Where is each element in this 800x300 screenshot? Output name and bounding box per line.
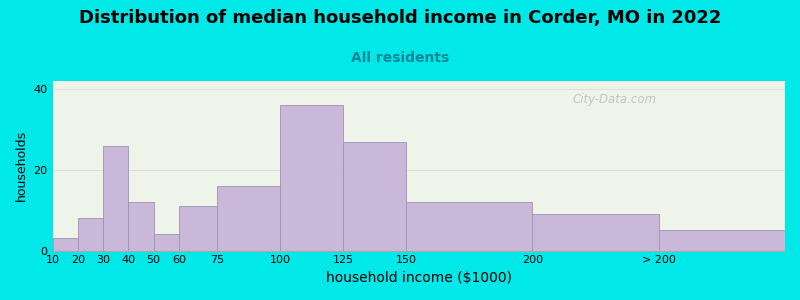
Bar [658,230,785,250]
Text: City-Data.com: City-Data.com [573,93,657,106]
Text: Distribution of median household income in Corder, MO in 2022: Distribution of median household income … [79,9,721,27]
Bar [406,202,533,250]
Bar [53,238,78,250]
Bar [343,142,406,250]
Bar [128,202,154,250]
Bar [179,206,217,250]
Bar [533,214,658,250]
Bar [154,234,179,250]
Bar [280,105,343,250]
Bar [78,218,103,250]
Y-axis label: households: households [15,130,28,201]
X-axis label: household income ($1000): household income ($1000) [326,271,512,285]
Bar [217,186,280,250]
Text: All residents: All residents [351,51,449,65]
Bar [103,146,128,250]
